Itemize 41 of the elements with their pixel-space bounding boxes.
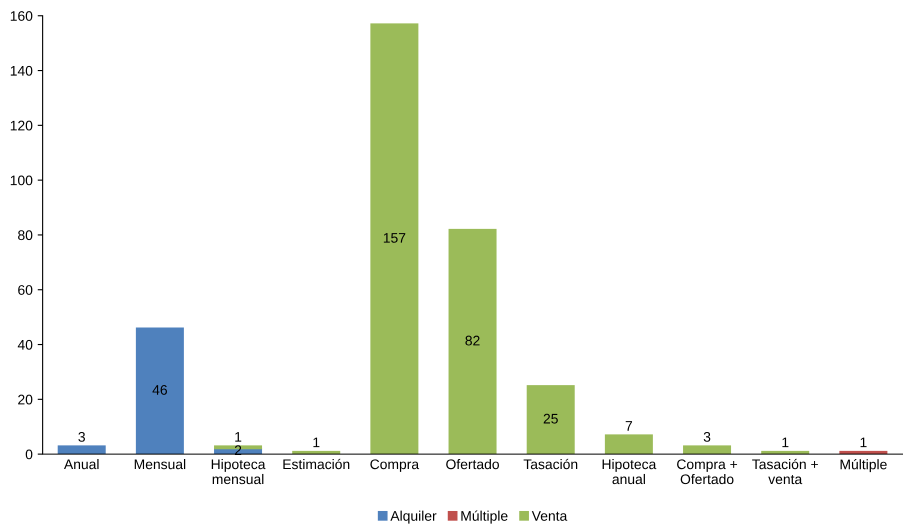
bar [136, 328, 184, 454]
bar [448, 228, 497, 454]
y-tick-label: 160 [10, 11, 32, 21]
x-tick-label: Compra + Ofertado [677, 459, 738, 484]
data-label: 25 [544, 414, 558, 424]
data-label: 3 [78, 432, 85, 442]
y-tick-label: 140 [10, 66, 32, 76]
legend-label: Alquiler [390, 510, 436, 524]
data-label: 1 [235, 432, 242, 442]
y-tick-label: 20 [18, 394, 32, 404]
data-label: 82 [465, 336, 480, 346]
data-label: 1 [313, 438, 320, 448]
bar [370, 23, 418, 454]
y-tick-label: 100 [10, 175, 32, 186]
x-tick-label: Compra [370, 459, 420, 472]
y-tick-label: 40 [18, 340, 32, 350]
data-label: 46 [152, 385, 167, 395]
data-label: 157 [384, 233, 406, 243]
x-tick-label: Ofertado [446, 458, 499, 470]
bar [58, 445, 106, 454]
bar [526, 385, 575, 454]
bar [604, 434, 653, 454]
x-tick-label: Mensual [134, 458, 186, 470]
x-tick-label: Tasación + venta [752, 458, 818, 484]
data-label: 1 [860, 438, 867, 448]
x-tick-label: Estimación [283, 458, 350, 470]
bar [683, 445, 732, 454]
y-tick-label: 120 [10, 120, 32, 131]
y-tick-label: 0 [26, 449, 32, 460]
legend-label: Venta [532, 511, 568, 521]
y-tick-label: 60 [18, 285, 32, 295]
x-tick-label: Tasación [524, 458, 578, 470]
x-tick-label: Anual [64, 458, 99, 470]
data-label: 7 [626, 421, 632, 431]
x-tick-label: Hipoteca anual [602, 458, 656, 484]
y-tick-label: 80 [18, 230, 32, 240]
legend-label: Múltiple [461, 510, 508, 524]
x-tick-label: Múltiple [840, 458, 887, 472]
data-label: 3 [704, 432, 710, 442]
x-tick-label: Hipoteca mensual [212, 458, 266, 484]
data-label: 1 [782, 438, 788, 448]
